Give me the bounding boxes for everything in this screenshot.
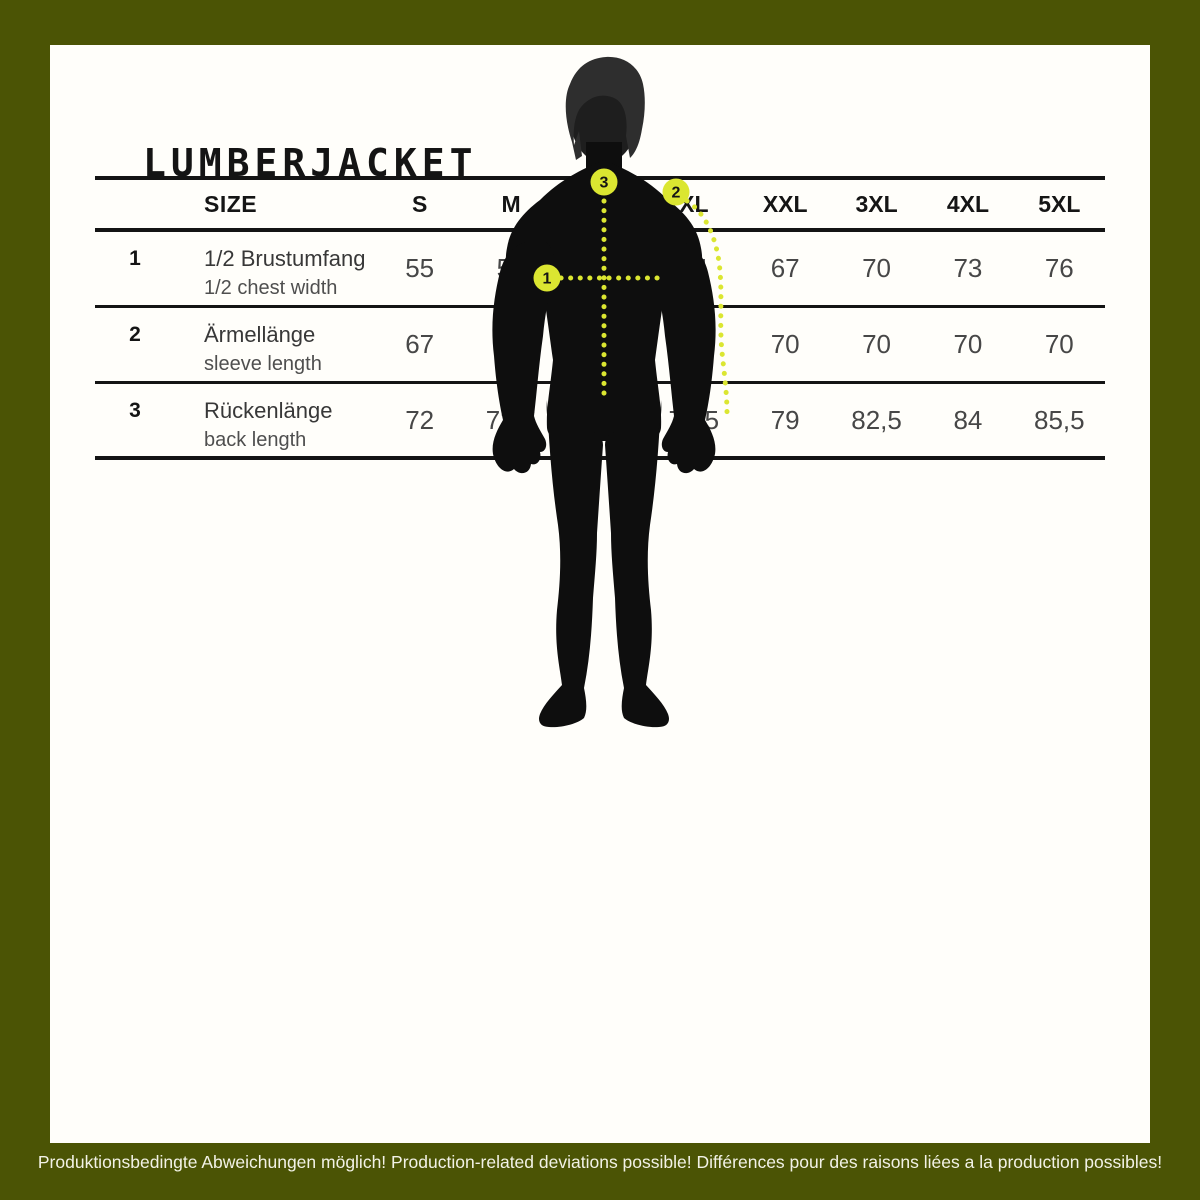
size-value: 70: [862, 329, 892, 359]
size-value: 70: [1044, 329, 1074, 359]
size-value: 76: [1044, 253, 1074, 283]
measurement-label-en: 1/2 chest width: [204, 277, 338, 299]
row-number: 3: [129, 399, 141, 422]
size-header-4xl: 4XL: [946, 190, 990, 217]
size-column-header: SIZE: [204, 190, 258, 217]
size-value: 84: [953, 404, 983, 435]
marker-back-length: 3: [590, 168, 618, 196]
size-value: 70: [953, 329, 983, 359]
measurement-label: 1/2 Brustumfang 1/2 chest width: [175, 232, 374, 305]
size-header-s: S: [412, 190, 428, 217]
size-value: 70: [770, 329, 800, 359]
hair-shape: [565, 56, 645, 160]
footer-note: Produktionsbedingte Abweichungen möglich…: [37, 1152, 1163, 1172]
left-arm-shape: [492, 240, 555, 474]
size-value: 79: [770, 404, 800, 435]
size-value: 55: [405, 253, 435, 283]
size-value: 72: [405, 404, 435, 435]
size-header-xxl: XXL: [762, 190, 808, 217]
left-leg-shape: [539, 400, 603, 728]
body-silhouette-figure: 1 2 3: [492, 56, 730, 728]
size-value: 70: [862, 253, 892, 283]
measurement-label-de: Rückenlänge: [204, 398, 333, 423]
header-empty-cell: [95, 180, 175, 228]
torso-shape: [505, 160, 703, 441]
size-value: 67: [770, 253, 800, 283]
size-value: 67: [405, 329, 435, 359]
marker-2-label: 2: [672, 185, 681, 202]
row-number: 2: [129, 323, 141, 346]
measurement-label-en: back length: [204, 429, 307, 451]
measurement-label: Ärmellänge sleeve length: [175, 308, 374, 381]
sleeve-length-dotted-line: [684, 198, 730, 416]
size-value: 73: [953, 253, 983, 283]
right-arm-shape: [653, 240, 716, 474]
right-leg-shape: [605, 400, 669, 728]
measurement-label: Rückenlänge back length: [175, 384, 374, 456]
measurement-label-de: 1/2 Brustumfang: [204, 246, 366, 271]
content-card: LUMBERJACKET SIZE S M L XL XXL 3XL 4XL 5…: [50, 45, 1150, 1143]
size-header-5xl: 5XL: [1038, 190, 1081, 217]
measurement-label-en: sleeve length: [204, 353, 322, 375]
marker-chest-width: 1: [533, 264, 561, 292]
size-value: 85,5: [1034, 404, 1085, 435]
size-value: 82,5: [851, 404, 902, 435]
row-number: 1: [129, 247, 141, 270]
size-header-m: M: [501, 190, 521, 217]
marker-3-label: 3: [600, 175, 609, 192]
size-header-3xl: 3XL: [855, 190, 898, 217]
marker-1-label: 1: [543, 271, 552, 288]
measurement-label-de: Ärmellänge: [204, 322, 316, 347]
marker-sleeve-length: 2: [662, 178, 690, 206]
